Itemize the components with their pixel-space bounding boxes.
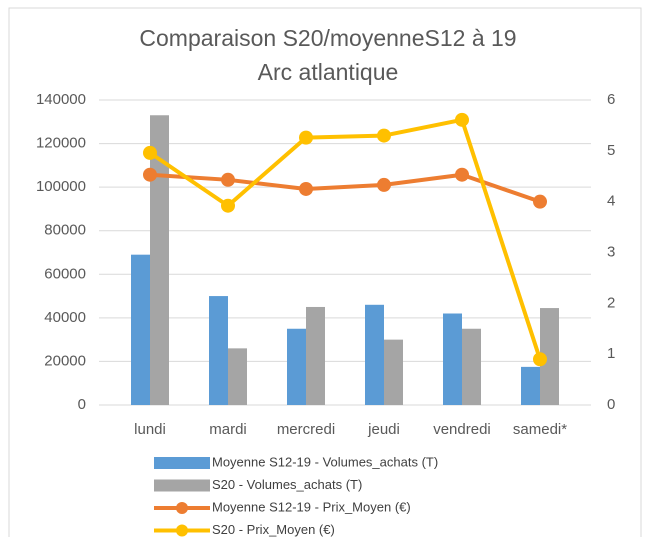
legend-label: S20 - Volumes_achats (T) — [212, 477, 362, 492]
point — [299, 130, 313, 145]
point — [299, 181, 313, 196]
y2-tick-label: 2 — [607, 294, 615, 311]
y-tick-label: 100000 — [36, 178, 86, 195]
x-tick-label: jeudi — [367, 421, 400, 438]
y-tick-label: 0 — [78, 396, 86, 413]
bar — [384, 339, 403, 405]
y-tick-label: 140000 — [36, 91, 86, 108]
point — [143, 145, 157, 160]
x-tick-label: samedi* — [513, 421, 567, 438]
y2-tick-label: 3 — [607, 243, 615, 260]
point — [221, 172, 235, 187]
legend-swatch — [154, 457, 210, 469]
y2-tick-label: 1 — [607, 345, 615, 362]
legend-label: Moyenne S12-19 - Prix_Moyen (€) — [212, 499, 411, 514]
y-tick-label: 60000 — [44, 265, 86, 282]
y2-tick-label: 6 — [607, 91, 615, 108]
legend-label: S20 - Prix_Moyen (€) — [212, 522, 335, 537]
bar — [540, 308, 559, 405]
point — [455, 167, 469, 182]
chart-title: Arc atlantique — [258, 59, 399, 85]
chart-frame — [8, 7, 642, 537]
point — [455, 112, 469, 127]
point — [533, 194, 547, 209]
x-tick-label: mercredi — [277, 421, 335, 438]
point — [143, 167, 157, 182]
legend-label: Moyenne S12-19 - Volumes_achats (T) — [212, 454, 438, 469]
bar — [306, 306, 325, 405]
point — [377, 177, 391, 192]
line — [149, 172, 541, 204]
bar — [462, 328, 481, 405]
chart-title: Comparaison S20/moyenneS12 à 19 — [139, 25, 516, 51]
y-tick-label: 80000 — [44, 222, 86, 239]
y-tick-label: 40000 — [44, 309, 86, 326]
y2-tick-label: 5 — [607, 142, 615, 159]
y-tick-label: 120000 — [36, 135, 86, 152]
bar — [521, 366, 540, 405]
x-tick-label: lundi — [134, 421, 166, 438]
point — [533, 352, 547, 367]
legend-swatch — [176, 524, 188, 537]
y2-tick-label: 0 — [607, 396, 615, 413]
y-tick-label: 20000 — [44, 352, 86, 369]
bar — [209, 296, 228, 405]
bar — [131, 254, 150, 405]
bar — [287, 328, 306, 405]
bar — [150, 115, 169, 405]
bar — [443, 313, 462, 405]
point — [221, 198, 235, 213]
legend-swatch — [154, 479, 210, 492]
bar — [228, 348, 247, 405]
x-tick-label: vendredi — [433, 421, 491, 438]
x-tick-label: mardi — [209, 421, 247, 438]
bar — [365, 304, 384, 405]
point — [377, 128, 391, 143]
line — [148, 117, 542, 360]
legend-swatch — [176, 502, 188, 514]
y2-tick-label: 4 — [607, 193, 615, 210]
